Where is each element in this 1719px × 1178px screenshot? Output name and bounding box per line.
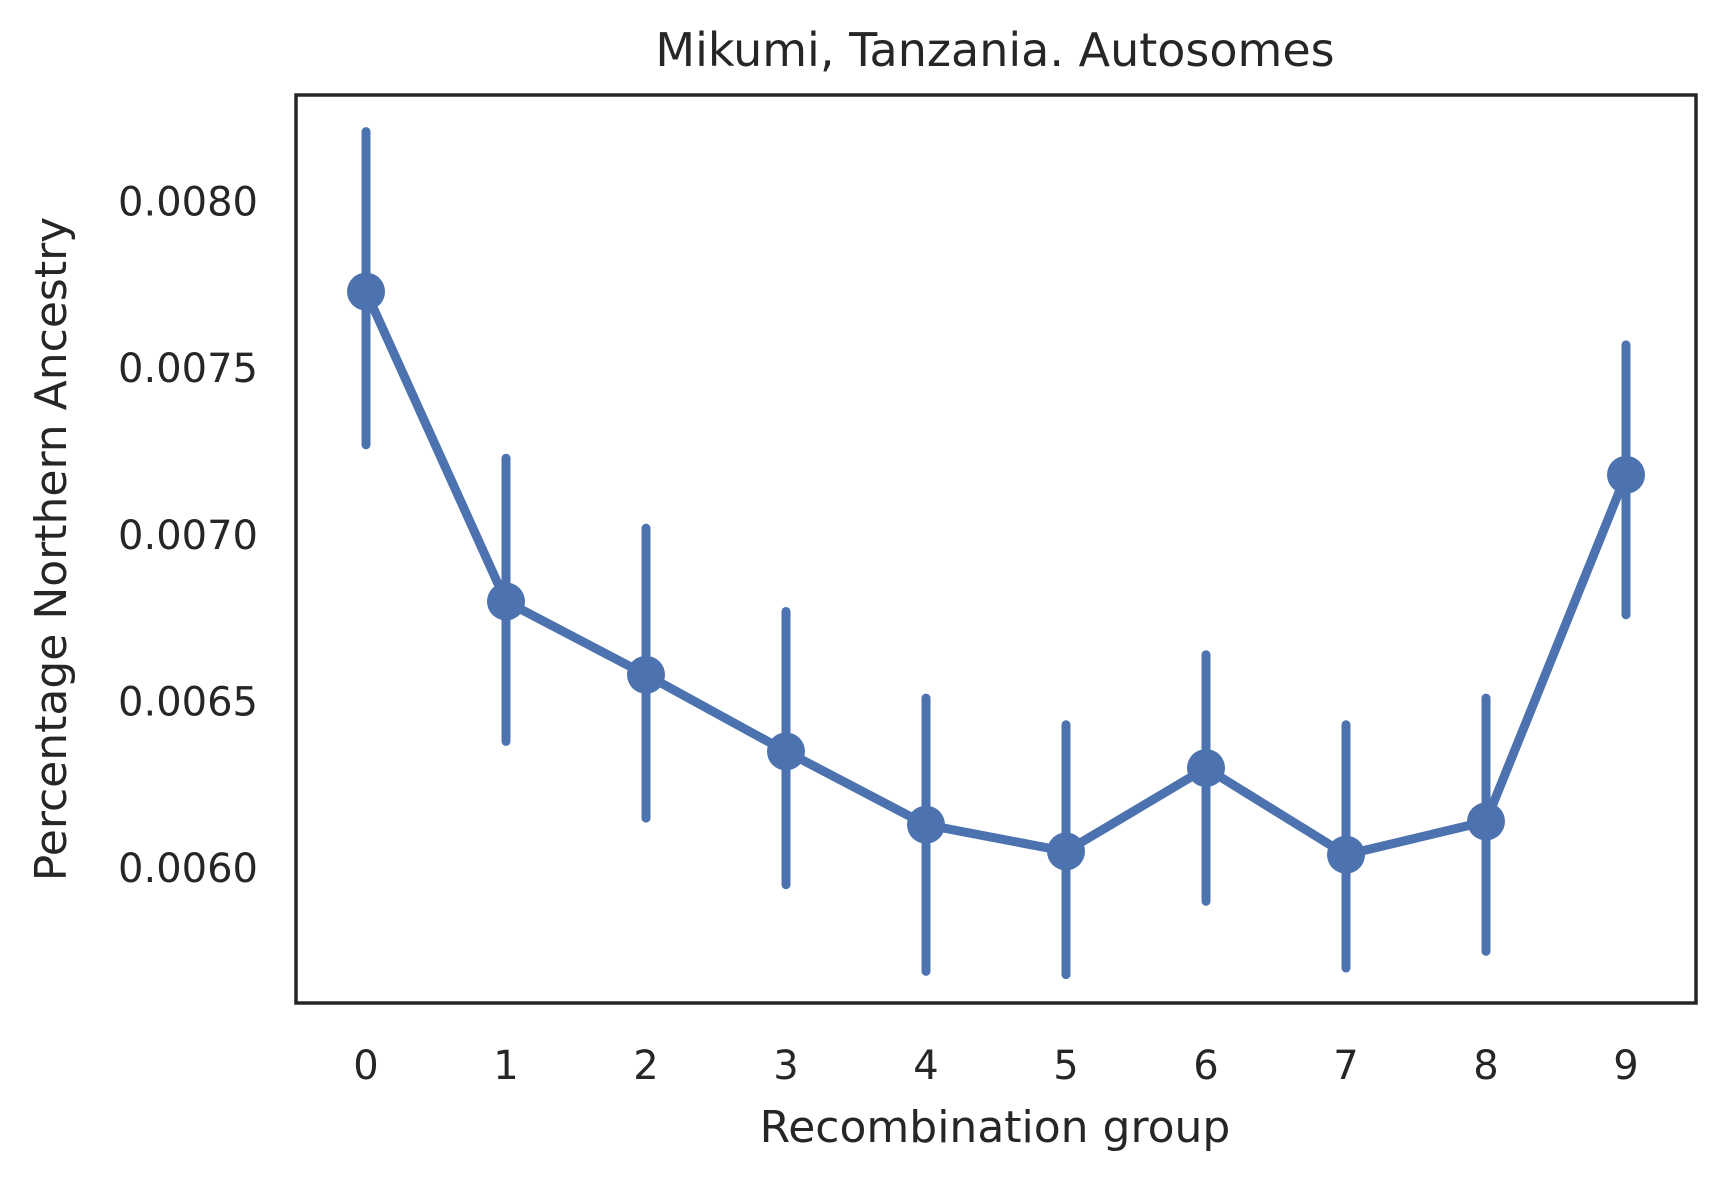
data-point [1187, 749, 1225, 788]
x-tick-label: 6 [1193, 1043, 1218, 1089]
x-axis-label: Recombination group [760, 1102, 1231, 1153]
x-tick-label: 3 [773, 1043, 798, 1089]
data-points [347, 272, 1645, 874]
data-point [627, 655, 665, 694]
data-point [347, 272, 385, 311]
plot-frame [294, 93, 1698, 1005]
series-line [361, 289, 1631, 860]
data-point [487, 582, 525, 621]
data-point [1607, 455, 1645, 494]
x-tick-label: 0 [353, 1043, 378, 1089]
data-point [1327, 835, 1365, 874]
data-point [1047, 832, 1085, 871]
x-tick-label: 5 [1053, 1043, 1078, 1089]
y-tick-label: 0.0075 [118, 346, 258, 392]
data-point [907, 805, 945, 844]
x-tick-label: 9 [1613, 1043, 1638, 1089]
x-axis-ticks: 0 1 2 3 4 5 6 7 8 9 [353, 1043, 1638, 1089]
y-tick-label: 0.0065 [118, 679, 258, 725]
y-tick-label: 0.0080 [118, 180, 258, 226]
x-tick-label: 8 [1473, 1043, 1498, 1089]
y-axis-label: Percentage Northern Ancestry [26, 217, 77, 881]
x-tick-label: 7 [1333, 1043, 1358, 1089]
x-tick-label: 1 [493, 1043, 518, 1089]
data-point [767, 732, 805, 771]
y-tick-label: 0.0070 [118, 513, 258, 559]
x-tick-label: 4 [913, 1043, 938, 1089]
x-tick-label: 2 [633, 1043, 658, 1089]
chart-title: Mikumi, Tanzania. Autosomes [655, 23, 1334, 77]
y-axis-ticks: 0.0060 0.0065 0.0070 0.0075 0.0080 [118, 180, 258, 892]
y-tick-label: 0.0060 [118, 846, 258, 892]
data-point [1467, 802, 1505, 841]
error-bars [361, 127, 1631, 980]
